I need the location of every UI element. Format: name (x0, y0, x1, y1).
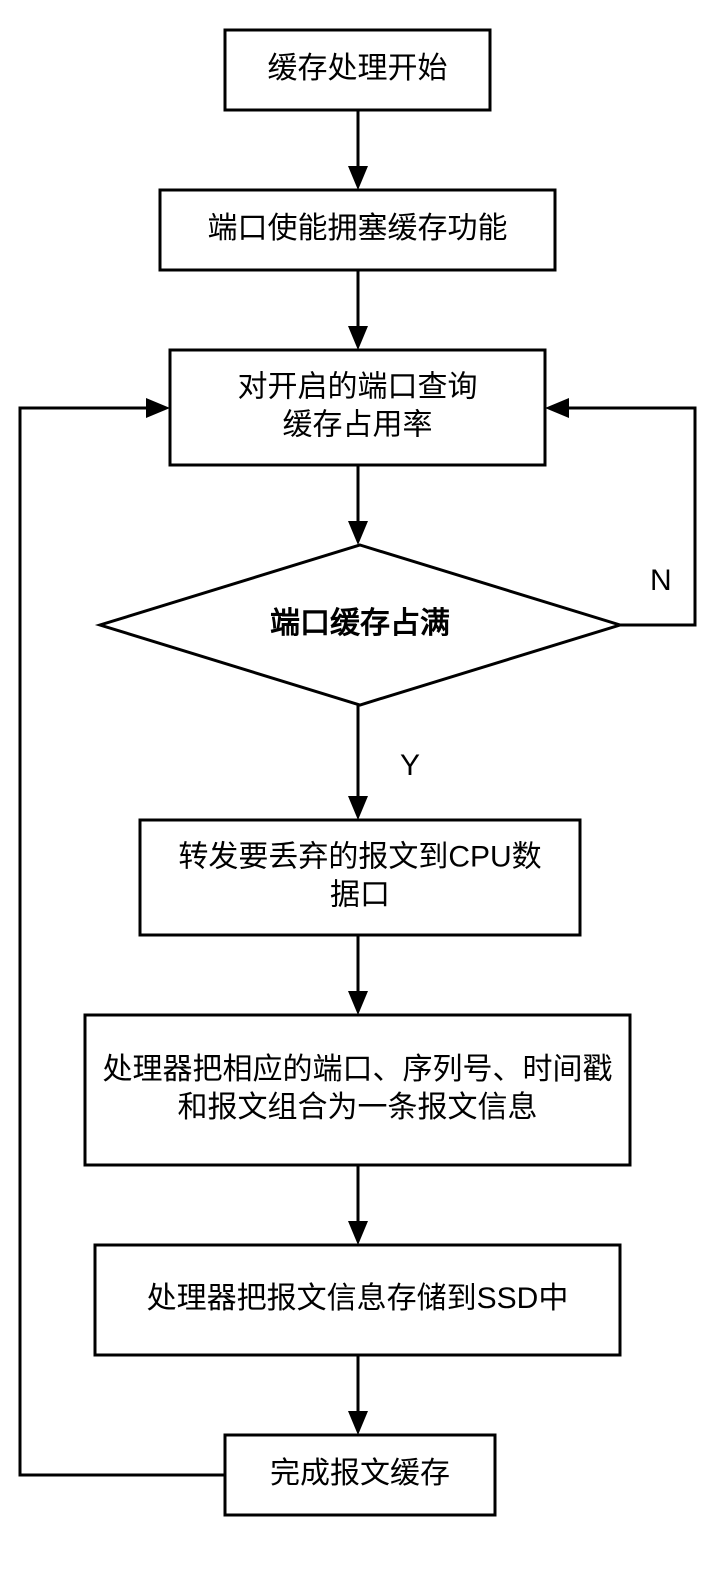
flowchart-svg: Y N 缓存处理开始端口使能拥塞缓存功能对开启的端口查询缓存占用率端口缓存占满转发要… (0, 0, 720, 1581)
edge-line (569, 408, 695, 625)
arrowhead-icon (348, 991, 368, 1015)
flow-node-text: 端口使能拥塞缓存功能 (208, 212, 508, 245)
flow-node-text: 转发要丢弃的报文到CPU数 (178, 840, 541, 873)
arrowhead-icon (348, 1411, 368, 1435)
flow-node-text: 缓存处理开始 (268, 52, 448, 85)
flow-node-text: 和报文组合为一条报文信息 (178, 1091, 538, 1124)
flow-node-text: 处理器把相应的端口、序列号、时间戳 (103, 1053, 613, 1086)
arrowhead-icon (348, 521, 368, 545)
flow-decision-text: 端口缓存占满 (270, 607, 450, 640)
edge-label: Y (400, 749, 420, 782)
arrowhead-icon (348, 1221, 368, 1245)
flow-node-text: 对开启的端口查询 (238, 370, 478, 403)
flow-node-text: 缓存占用率 (283, 408, 433, 441)
flow-node-text: 据口 (330, 878, 390, 911)
flow-node-text: 完成报文缓存 (270, 1457, 450, 1490)
arrowhead-icon (545, 398, 569, 418)
arrowhead-icon (146, 398, 170, 418)
arrowhead-icon (348, 326, 368, 350)
edge-label: N (650, 564, 672, 597)
flow-node-text: 处理器把报文信息存储到SSD中 (147, 1282, 569, 1315)
arrowhead-icon (348, 166, 368, 190)
arrowhead-icon (348, 796, 368, 820)
